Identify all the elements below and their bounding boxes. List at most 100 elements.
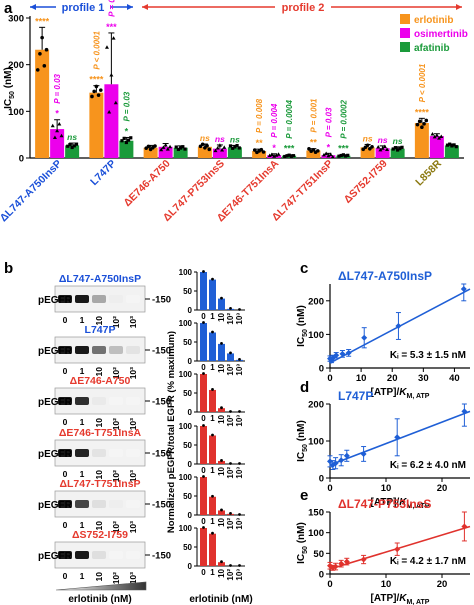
bar-osimertinib xyxy=(158,146,173,158)
xlabel-sub: M, ATP xyxy=(406,599,429,605)
quant-bar xyxy=(218,298,225,310)
data-point xyxy=(261,150,266,154)
blot-band xyxy=(126,397,140,405)
quant-point xyxy=(202,424,205,427)
quant-point xyxy=(202,270,205,273)
data-point xyxy=(70,145,74,150)
bar-erlotinib xyxy=(35,49,50,158)
data-point xyxy=(454,145,458,149)
xlabel-k: K xyxy=(399,387,407,398)
p-value-label: P = 0.03 xyxy=(53,73,62,103)
blot-band xyxy=(58,449,72,457)
p-value-label: P = 0.001 xyxy=(309,98,318,133)
profile-annotations: profile 1 profile 2 xyxy=(30,0,462,14)
quant-x-tick: 10³ xyxy=(235,467,244,479)
category-label: ΔE746-A750 xyxy=(121,158,172,209)
data-point xyxy=(159,147,164,152)
data-point xyxy=(422,122,426,126)
data-point xyxy=(324,151,329,156)
quant-xlabel: erlotinib (nM) xyxy=(189,594,252,605)
blot-band xyxy=(58,295,72,303)
significance-label: * xyxy=(55,109,59,119)
quant-y-tick-label: 50 xyxy=(183,543,192,552)
data-point xyxy=(376,144,381,149)
data-point xyxy=(259,147,264,152)
quant-y-tick-label: 0 xyxy=(188,306,193,315)
pegfr-label: pEGFR xyxy=(38,397,73,408)
data-point xyxy=(321,152,326,157)
scatter-y-tick-label: 200 xyxy=(308,296,324,307)
data-point xyxy=(346,153,350,157)
data-point xyxy=(437,136,442,140)
pegfr-label: pEGFR xyxy=(38,449,73,460)
data-point xyxy=(287,153,291,157)
data-point xyxy=(122,136,126,140)
data-point xyxy=(40,35,44,40)
quant-point xyxy=(211,494,214,498)
scatter-xlabel: [ATP]/KM, ATP xyxy=(371,497,430,510)
data-point xyxy=(50,123,55,128)
data-point xyxy=(370,144,374,149)
kda-marker: -150 xyxy=(152,295,171,306)
quant-bar xyxy=(209,332,216,361)
scatter-x-tick-label: 20 xyxy=(437,483,448,494)
scatter-ylabel: IC50 (nM) xyxy=(296,522,309,564)
bar-erlotinib xyxy=(252,151,267,158)
data-point xyxy=(460,286,467,293)
pegfr-label: pEGFR xyxy=(38,500,73,511)
data-point xyxy=(215,145,220,150)
data-point xyxy=(57,122,62,126)
quant-point xyxy=(229,564,232,567)
data-point xyxy=(179,146,183,150)
blot-band xyxy=(75,295,89,303)
bar-osimertinib xyxy=(212,148,227,158)
p-value-label: P = 0.0004 xyxy=(285,100,294,139)
quant-x-tick: 10³ xyxy=(235,364,244,376)
data-point xyxy=(339,153,343,158)
data-point xyxy=(68,142,72,147)
kda-marker: -150 xyxy=(152,346,171,357)
data-point xyxy=(231,146,235,150)
bar-afatinib xyxy=(282,155,297,158)
quant-point xyxy=(229,306,232,310)
data-point xyxy=(461,408,468,415)
ylabel-unit: (nM) xyxy=(296,522,307,546)
quant-point xyxy=(229,462,232,465)
blot-x-tick: 10³ xyxy=(128,521,138,533)
panel-label-d: d xyxy=(300,379,309,396)
data-point xyxy=(168,144,173,149)
data-point xyxy=(417,119,422,124)
ylabel-unit: (nM) xyxy=(3,67,14,91)
significance-label: ** xyxy=(310,138,318,148)
p-value-label: P < 0.0001 xyxy=(418,63,427,102)
blot-x-tick: 10 xyxy=(94,418,104,428)
blot-row: ΔS752-I759 pEGFR -150 0 1 10 10² 10³ xyxy=(38,529,171,584)
quant-y-tick-label: 0 xyxy=(188,357,193,366)
scatter-title: ΔL747-A750InsP xyxy=(338,269,432,283)
significance-label: **** xyxy=(415,107,430,117)
blot-x-tick: 1 xyxy=(80,366,85,376)
legend-swatch-erlotinib xyxy=(400,14,410,24)
blot-x-tick: 10 xyxy=(94,316,104,326)
quant-point xyxy=(211,277,214,281)
data-point xyxy=(332,460,339,467)
blot-xlabel: erlotinib (nM) xyxy=(68,594,131,605)
blot-x-tick: 10³ xyxy=(128,470,138,482)
quant-x-tick: 0 xyxy=(201,466,206,475)
data-point xyxy=(66,144,70,148)
data-point xyxy=(291,154,296,158)
quant-point xyxy=(220,459,223,462)
data-point xyxy=(328,152,333,157)
ki-annotation: Kᵢ = 4.2 ± 1.7 nM xyxy=(390,556,466,567)
scatter-x-tick-label: 10 xyxy=(381,579,392,590)
scatter-x-tick-label: 0 xyxy=(327,483,332,494)
scatter-y-tick-label: 100 xyxy=(308,437,324,448)
blot-band xyxy=(75,551,89,559)
quant-y-tick-label: 100 xyxy=(179,524,193,533)
quant-x-tick: 0 xyxy=(201,568,206,577)
data-point xyxy=(161,145,166,149)
quant-x-tick: 0 xyxy=(201,517,206,526)
bar-afatinib xyxy=(390,148,405,158)
quant-y-tick-label: 100 xyxy=(179,422,193,431)
blot-row: L747P pEGFR -150 0 1 10 10² 10³ xyxy=(38,324,171,379)
